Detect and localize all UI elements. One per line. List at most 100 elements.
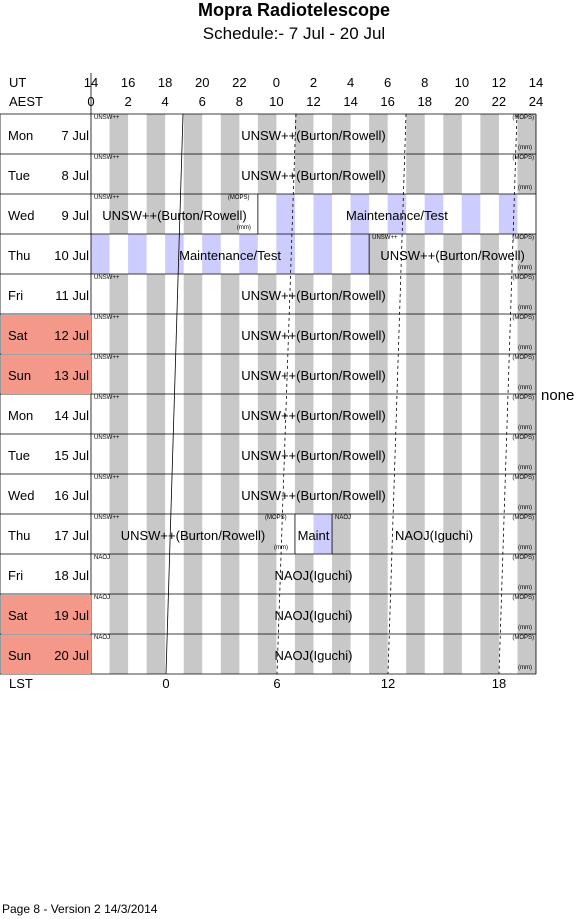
ut-tick: 8	[421, 75, 429, 90]
ut-tick: 14	[528, 75, 544, 90]
aest-tick: 24	[528, 94, 544, 109]
mm-tag: (mm)	[518, 265, 532, 271]
maintenance-fill	[276, 194, 295, 234]
ut-tick: 6	[384, 75, 392, 90]
maintenance-fill	[239, 234, 258, 274]
ut-tick: 20	[195, 75, 210, 90]
session-label: UNSW++(Burton/Rowell)	[241, 288, 386, 303]
day-date: 16 Jul	[54, 488, 89, 503]
session-tag: UNSW++	[94, 355, 120, 361]
session-label: UNSW++(Burton/Rowell)	[241, 448, 386, 463]
session-label: NAOJ(Iguchi)	[274, 608, 353, 623]
session-tag: UNSW++	[94, 475, 120, 481]
day-cell: Wed 9 Jul	[1, 195, 91, 234]
session-tag: UNSW++	[94, 435, 120, 441]
mops-tag: (MOPS)	[512, 515, 534, 521]
maintenance-fill	[406, 194, 425, 234]
mm-tag: (mm)	[518, 465, 532, 471]
mm-tag: (mm)	[518, 665, 532, 671]
ut-tick: 2	[309, 75, 318, 90]
ut-tick: 16	[120, 75, 136, 90]
maintenance-fill	[183, 234, 203, 274]
maintenance-fill	[332, 194, 351, 234]
mm-tag: (mm)	[518, 305, 532, 311]
mm-tag: (mm)	[518, 625, 532, 631]
maintenance-fill	[424, 194, 444, 234]
ut-tick: 4	[346, 75, 355, 90]
mops-tag: (MOPS)	[512, 635, 534, 641]
ut-tick: 18	[157, 75, 173, 90]
maintenance-fill	[350, 194, 370, 234]
schedule-subtitle: Schedule:- 7 Jul - 20 Jul	[202, 24, 386, 43]
aest-tick: 2	[124, 94, 132, 109]
session-label: UNSW++(Burton/Rowell)	[241, 168, 386, 183]
day-date: 9 Jul	[61, 208, 89, 223]
maintenance-fill	[109, 234, 129, 274]
day-date: 14 Jul	[54, 408, 89, 423]
day-name: Fri	[8, 288, 24, 303]
page-title: Mopra Radiotelescope	[197, 0, 391, 20]
mops-tag: (MOPS)	[512, 315, 534, 321]
day-cell: Fri 11 Jul	[1, 275, 91, 314]
mm-tag: (mm)	[518, 545, 532, 551]
session-tag: UNSW++	[94, 395, 120, 401]
ut-tick: 22	[232, 75, 247, 90]
day-date: 10 Jul	[54, 248, 89, 263]
mops-tag: (MOPS)	[512, 115, 534, 121]
day-cell: Tue 15 Jul	[1, 435, 91, 474]
ut-tick: 10	[454, 75, 470, 90]
mops-tag: (MOPS)	[512, 395, 534, 401]
day-name: Sun	[8, 368, 32, 383]
day-date: 19 Jul	[54, 608, 89, 623]
day-cell: Tue 8 Jul	[1, 155, 91, 194]
aest-tick: 10	[269, 94, 284, 109]
maintenance-fill	[276, 234, 295, 274]
ut-label: UT	[9, 75, 27, 90]
aest-tick: 12	[306, 94, 321, 109]
mm-tag: (mm)	[518, 425, 532, 431]
day-name: Sat	[8, 328, 28, 343]
day-date: 12 Jul	[54, 328, 89, 343]
aest-tick: 22	[491, 94, 507, 109]
day-cell: Sat 19 Jul	[1, 595, 91, 634]
day-date: 20 Jul	[54, 648, 89, 663]
aest-tick: 18	[417, 94, 432, 109]
mm-tag: (mm)	[518, 185, 532, 191]
aest-label: AEST	[9, 94, 43, 109]
session-label: Maintenance/Test	[345, 208, 448, 223]
aest-tick: 14	[343, 94, 358, 109]
maintenance-fill	[461, 194, 481, 234]
mops-tag: (MOPS)	[512, 555, 534, 561]
mops-tag: (MOPS)	[512, 155, 534, 161]
maintenance-fill	[387, 194, 407, 234]
day-cell: Sat 12 Jul	[1, 315, 91, 354]
day-name: Thu	[8, 528, 31, 543]
day-cell: Sun 20 Jul	[1, 635, 91, 674]
aest-tick: 4	[161, 94, 169, 109]
lst-tick: 12	[380, 676, 396, 691]
day-cell: Wed 16 Jul	[1, 475, 91, 514]
page-footer: Page 8 - Version 2 14/3/2014	[2, 902, 158, 916]
session-tag: UNSW++	[94, 275, 120, 281]
session-label: Maintenance/Test	[179, 248, 282, 263]
mm-tag: (mm)	[236, 225, 251, 231]
session-label: UNSW++(Burton/Rowell)	[120, 528, 266, 543]
session-label: Maint	[297, 528, 330, 543]
session-label: UNSW++(Burton/Rowell)	[241, 368, 386, 383]
maintenance-fill	[91, 234, 110, 274]
mops-tag: (MOPS)	[512, 235, 534, 241]
day-date: 7 Jul	[61, 128, 89, 143]
day-name: Thu	[8, 248, 31, 263]
ut-tick: 12	[491, 75, 507, 90]
aest-tick: 16	[380, 94, 395, 109]
session-tag: UNSW++	[372, 235, 398, 241]
lst-tick: 6	[273, 676, 281, 691]
day-name: Tue	[8, 448, 30, 463]
maintenance-fill	[443, 194, 462, 234]
session-tag: NAOJ	[94, 595, 111, 601]
session-tag: UNSW++	[94, 155, 120, 161]
session-label: NAOJ(Iguchi)	[395, 528, 474, 543]
day-cell: Mon 14 Jul	[1, 395, 91, 434]
day-cell: Thu 17 Jul	[1, 515, 91, 554]
